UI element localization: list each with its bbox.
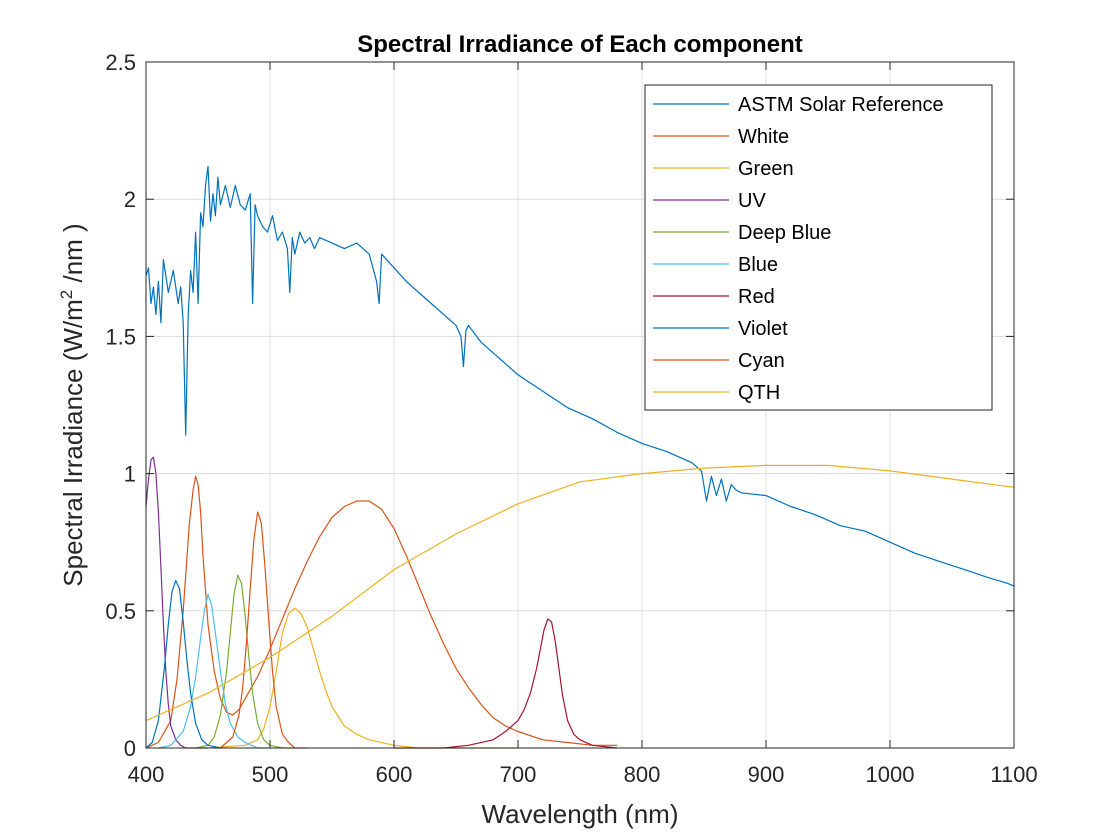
series-line-6 — [394, 618, 618, 749]
y-tick-label: 2.5 — [105, 50, 136, 75]
y-axis-label-exponent: 2 — [57, 290, 76, 299]
y-tick-label: 2 — [124, 187, 136, 212]
legend-label: Deep Blue — [738, 222, 831, 244]
legend-label: Red — [738, 286, 775, 308]
series-line-1 — [145, 475, 618, 749]
legend-box — [644, 84, 993, 411]
legend-label: UV — [738, 190, 766, 212]
series-line-7 — [145, 580, 221, 749]
x-tick-label: 700 — [500, 762, 537, 787]
legend-label: Cyan — [738, 350, 785, 372]
legend-label: Violet — [738, 318, 788, 340]
y-axis-label-main: Spectral Irradiance (W/m — [58, 299, 88, 587]
y-axis-label-unit: /nm ) — [58, 223, 88, 289]
series-line-5 — [158, 593, 270, 749]
series-line-8 — [220, 511, 308, 749]
legend-label: QTH — [738, 382, 780, 404]
series-line-0 — [145, 165, 1015, 587]
legend: ASTM Solar Reference White Green UV Deep Blu… — [644, 84, 993, 411]
x-tick-label: 600 — [376, 762, 413, 787]
chart-title: Spectral Irradiance of Each component — [357, 31, 802, 58]
series-line-2 — [207, 607, 518, 749]
x-tick-label: 800 — [624, 762, 661, 787]
x-tick-label: 900 — [748, 762, 785, 787]
series-line-9 — [145, 464, 1015, 722]
y-axis-label: Spectral Irradiance (W/m2 /nm ) — [57, 223, 88, 586]
y-tick-label: 1.5 — [105, 324, 136, 349]
y-tick-label: 1 — [124, 462, 136, 487]
legend-label: White — [738, 126, 789, 148]
axis-ticks: 400 500 600 700 800 900 1000 1100 0 0.5 1 1.5 2 2.5 — [105, 50, 1037, 787]
series-line-3 — [145, 456, 208, 749]
legend-label: Green — [738, 158, 794, 180]
y-tick-label: 0.5 — [105, 599, 136, 624]
x-tick-label: 1000 — [866, 762, 915, 787]
x-tick-label: 400 — [128, 762, 165, 787]
y-tick-label: 0 — [124, 736, 136, 761]
legend-label: ASTM Solar Reference — [738, 94, 944, 116]
legend-label: Blue — [738, 254, 778, 276]
series-line-4 — [195, 574, 295, 749]
x-axis-label: Wavelength (nm) — [482, 799, 679, 829]
x-tick-label: 500 — [252, 762, 289, 787]
x-tick-label: 1100 — [990, 762, 1037, 787]
plot-frame — [145, 61, 1015, 749]
series-layer — [145, 165, 1015, 749]
